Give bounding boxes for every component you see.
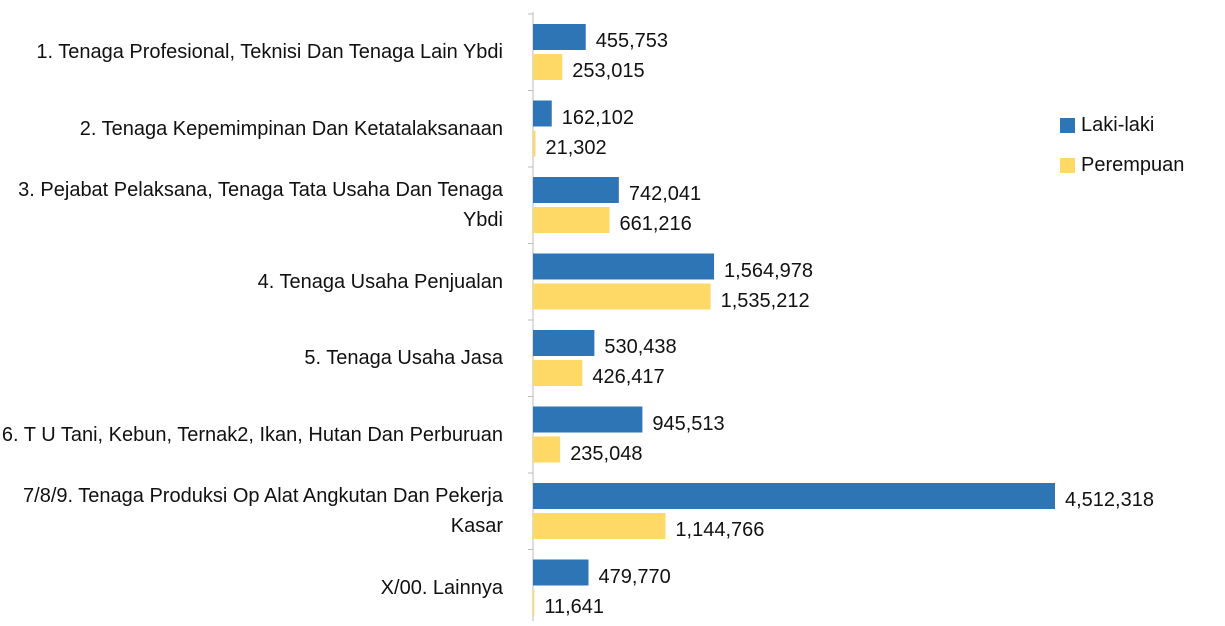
- value-label: 661,216: [619, 211, 691, 237]
- legend-label: Perempuan: [1081, 154, 1184, 177]
- legend-label: Laki-laki: [1081, 114, 1154, 137]
- category-label: 7/8/9. Tenaga Produksi Op Alat Angkutan …: [0, 473, 503, 550]
- bar: [533, 590, 534, 616]
- bar: [533, 330, 594, 356]
- value-label: 945,513: [652, 411, 724, 437]
- value-label: 21,302: [545, 135, 606, 161]
- category-label: 3. Pejabat Pelaksana, Tenaga Tata Usaha …: [0, 167, 503, 244]
- category-text: X/00. Lainnya: [381, 573, 503, 603]
- legend-swatch: [1060, 158, 1075, 173]
- value-label: 530,438: [604, 334, 676, 360]
- bar: [533, 437, 560, 463]
- category-label: 1. Tenaga Profesional, Teknisi Dan Tenag…: [0, 14, 503, 91]
- value-label: 1,564,978: [724, 258, 813, 284]
- bar: [533, 560, 589, 586]
- value-label: 479,770: [599, 564, 671, 590]
- bar: [533, 131, 535, 157]
- value-label: 253,015: [572, 58, 644, 84]
- legend-item: Laki-laki: [1060, 114, 1154, 137]
- value-label: 235,048: [570, 441, 642, 467]
- category-label: 5. Tenaga Usaha Jasa: [0, 320, 503, 397]
- category-text: 1. Tenaga Profesional, Teknisi Dan Tenag…: [36, 37, 503, 67]
- category-label: 6. T U Tani, Kebun, Ternak2, Ikan, Hutan…: [0, 397, 503, 474]
- bar: [533, 101, 552, 127]
- bar: [533, 24, 586, 50]
- bar: [533, 207, 609, 233]
- legend-swatch: [1060, 118, 1075, 133]
- category-text: 3. Pejabat Pelaksana, Tenaga Tata Usaha …: [0, 175, 503, 235]
- value-label: 11,641: [544, 594, 604, 620]
- category-label: 2. Tenaga Kepemimpinan Dan Ketatalaksana…: [0, 91, 503, 168]
- legend-item: Perempuan: [1060, 154, 1184, 177]
- bar: [533, 513, 665, 539]
- value-label: 742,041: [629, 181, 701, 207]
- category-text: 5. Tenaga Usaha Jasa: [304, 343, 503, 373]
- value-label: 1,535,212: [721, 288, 810, 314]
- value-label: 455,753: [596, 28, 668, 54]
- bar: [533, 54, 562, 80]
- category-label: X/00. Lainnya: [0, 550, 503, 626]
- bar: [533, 360, 582, 386]
- value-label: 426,417: [592, 364, 664, 390]
- bar: [533, 407, 642, 433]
- category-text: 4. Tenaga Usaha Penjualan: [258, 267, 503, 297]
- value-label: 1,144,766: [675, 517, 764, 543]
- bar: [533, 254, 714, 280]
- category-text: 6. T U Tani, Kebun, Ternak2, Ikan, Hutan…: [2, 420, 503, 450]
- value-label: 4,512,318: [1065, 487, 1154, 513]
- value-label: 162,102: [562, 105, 634, 131]
- bar: [533, 177, 619, 203]
- category-label: 4. Tenaga Usaha Penjualan: [0, 244, 503, 321]
- category-text: 2. Tenaga Kepemimpinan Dan Ketatalaksana…: [80, 114, 503, 144]
- category-text: 7/8/9. Tenaga Produksi Op Alat Angkutan …: [0, 481, 503, 541]
- bar: [533, 483, 1055, 509]
- bar: [533, 284, 711, 310]
